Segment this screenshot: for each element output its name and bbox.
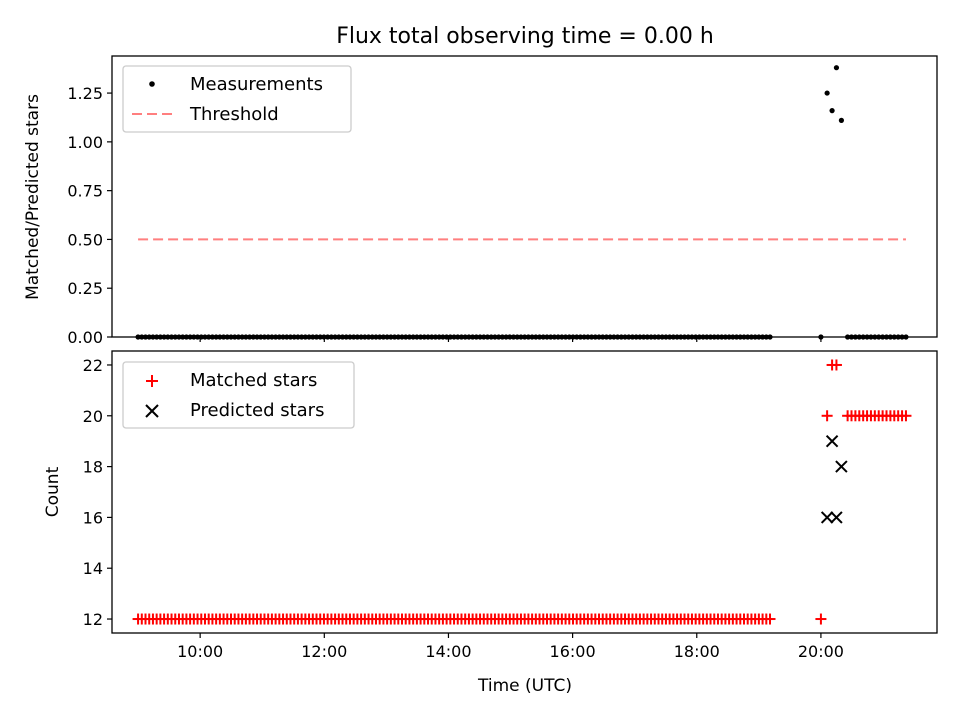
bottom-xtick-label: 10:00 bbox=[177, 642, 223, 661]
top-ytick-label: 0.75 bbox=[67, 182, 103, 201]
chart-title: Flux total observing time = 0.00 h bbox=[336, 24, 714, 49]
legend-marker-measurements bbox=[149, 81, 155, 87]
bottom-plot-frame bbox=[111, 350, 938, 634]
top-ytick-label: 0.25 bbox=[67, 279, 103, 298]
bottom-xtick-label: 18:00 bbox=[674, 642, 720, 661]
bottom-ytick-label: 14 bbox=[83, 559, 103, 578]
predicted-star-marker bbox=[820, 511, 834, 524]
matched-star-marker bbox=[815, 613, 827, 625]
bottom-legend[interactable]: Matched stars Predicted stars bbox=[122, 361, 355, 429]
matched-star-marker bbox=[900, 410, 912, 422]
bottom-ytick-label: 20 bbox=[83, 407, 103, 426]
bottom-ytick-label: 22 bbox=[83, 356, 103, 375]
matched-star-marker bbox=[821, 410, 833, 422]
measurement-point bbox=[829, 108, 835, 114]
bottom-ytick-label: 16 bbox=[83, 508, 103, 527]
top-plot-frame bbox=[111, 55, 938, 338]
legend-label-matched-stars: Matched stars bbox=[190, 370, 317, 391]
top-panel: 0.00 0.25 0.50 0.75 1.00 1.25 Matched/Predict… bbox=[23, 55, 938, 347]
bottom-plot-marks bbox=[132, 359, 912, 625]
predicted-star-marker bbox=[830, 511, 843, 524]
top-legend[interactable]: Measurements Threshold bbox=[122, 65, 352, 133]
top-ytick-label: 0.50 bbox=[67, 230, 103, 249]
bottom-ytick-label: 18 bbox=[83, 458, 103, 477]
bottom-xtick-label: 20:00 bbox=[798, 642, 844, 661]
matched-star-marker bbox=[830, 359, 842, 371]
bottom-legend-box bbox=[122, 361, 355, 429]
measurement-point bbox=[833, 65, 840, 71]
top-ytick-label: 1.25 bbox=[67, 84, 103, 103]
predicted-star-marker bbox=[825, 434, 839, 448]
bottom-xtick-label: 14:00 bbox=[425, 642, 471, 661]
bottom-ytick-label: 12 bbox=[83, 610, 103, 629]
top-ytick-label: 1.00 bbox=[67, 133, 103, 152]
legend-marker-matched-stars bbox=[146, 375, 158, 387]
measurement-point bbox=[838, 117, 845, 123]
bottom-xtick-label: 12:00 bbox=[301, 642, 347, 661]
bottom-xtick-label: 16:00 bbox=[550, 642, 596, 661]
legend-label-threshold: Threshold bbox=[189, 104, 279, 125]
predicted-star-marker bbox=[835, 460, 848, 473]
measurement-point bbox=[824, 90, 830, 96]
legend-label-predicted-stars: Predicted stars bbox=[190, 400, 324, 421]
legend-label-measurements: Measurements bbox=[190, 74, 323, 95]
top-ytick-label: 0.00 bbox=[67, 328, 103, 347]
bottom-y-axis-label: Count bbox=[43, 466, 63, 517]
top-legend-box bbox=[122, 65, 352, 133]
top-y-axis-label: Matched/Predicted stars bbox=[23, 94, 43, 300]
bottom-panel: 12 14 16 18 20 22 10:00 12:00 14:00 16:00 18:00 20… bbox=[43, 350, 938, 696]
x-axis-label: Time (UTC) bbox=[477, 676, 572, 696]
matched-star-marker bbox=[764, 613, 776, 625]
legend-marker-predicted-stars bbox=[145, 404, 159, 418]
